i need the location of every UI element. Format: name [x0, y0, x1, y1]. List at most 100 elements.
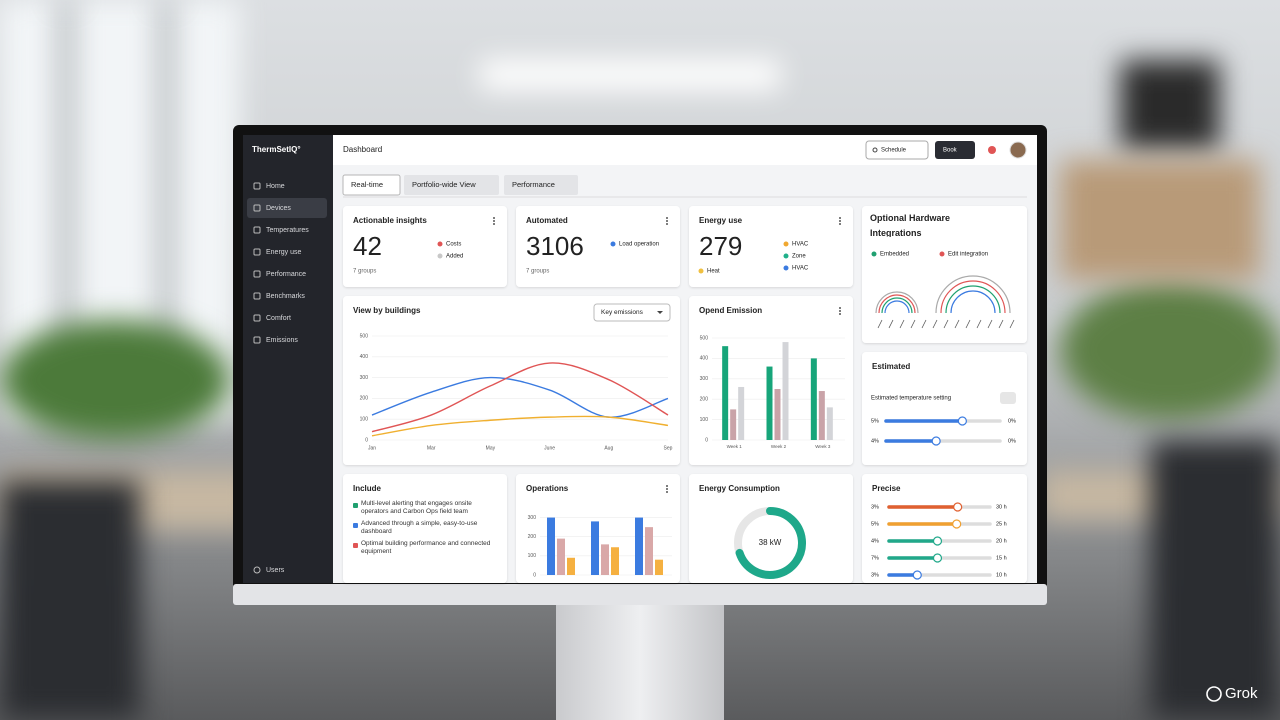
gauge-tick: [1009, 319, 1015, 329]
line-series: [371, 362, 669, 433]
nav-item[interactable]: Temperatures: [266, 227, 309, 234]
nav-item[interactable]: Emissions: [266, 337, 298, 344]
y-tick-label: 300: [528, 515, 537, 521]
card-menu[interactable]: [666, 223, 668, 225]
bar: [601, 544, 609, 575]
nav-item[interactable]: Home: [266, 183, 285, 190]
hardware-title: Optional Hardware Integrations: [870, 213, 951, 237]
card-menu[interactable]: [839, 217, 841, 219]
gauge-tick: [888, 319, 894, 329]
y-tick-label: 200: [528, 534, 537, 540]
y-tick-label: 0: [705, 437, 708, 443]
gauge-arc: [940, 280, 1006, 314]
bullet: [353, 543, 358, 548]
card-menu[interactable]: [493, 220, 495, 222]
legend-label: Heat: [707, 269, 720, 275]
tab[interactable]: [342, 174, 401, 196]
gauge-arc: [950, 290, 996, 314]
card-menu[interactable]: [666, 491, 668, 493]
card-menu[interactable]: [839, 220, 841, 222]
dropdown[interactable]: [593, 303, 671, 322]
card-menu[interactable]: [666, 488, 668, 490]
legend-dot: [783, 241, 789, 247]
button-text: Book: [943, 148, 958, 154]
search-icon: [872, 147, 878, 153]
y-tick-label: 0: [533, 572, 536, 578]
card-title: Precise: [872, 484, 901, 493]
nav-icon: [253, 314, 261, 322]
slider-knob[interactable]: [952, 519, 962, 529]
tab[interactable]: [504, 175, 578, 195]
gauge-arc: [875, 291, 919, 314]
legend-label: Embedded: [880, 252, 909, 258]
legend-dot: [698, 268, 704, 274]
card-menu[interactable]: [839, 310, 841, 312]
card-menu[interactable]: [493, 217, 495, 219]
y-tick-label: 300: [700, 376, 709, 382]
slider-end: 0%: [1008, 438, 1016, 444]
tab[interactable]: [404, 175, 499, 195]
nav-item[interactable]: Performance: [266, 271, 306, 278]
gauge-arc: [878, 294, 916, 314]
y-tick-label: 500: [700, 335, 709, 341]
brand: ThermSetIQ°: [252, 145, 301, 154]
card-title: Operations: [526, 484, 569, 493]
slider-knob[interactable]: [953, 502, 963, 512]
slider-knob[interactable]: [957, 416, 967, 426]
nav-item[interactable]: Benchmarks: [266, 293, 305, 300]
button[interactable]: [935, 141, 975, 159]
card-menu[interactable]: [839, 313, 841, 315]
avatar[interactable]: [1009, 141, 1027, 159]
y-tick-label: 0: [365, 437, 368, 443]
slider-knob[interactable]: [931, 436, 941, 446]
toggle[interactable]: [1000, 392, 1016, 404]
monitor-chin: [233, 584, 1047, 605]
card-menu[interactable]: [666, 485, 668, 487]
kpi-value: 279: [699, 231, 742, 261]
watermark: Grok: [1225, 685, 1258, 702]
bullet: [353, 523, 358, 528]
card-menu[interactable]: [493, 223, 495, 225]
slider-label: 5%: [871, 521, 879, 527]
watermark-icon: [1206, 686, 1222, 702]
nav-icon: [253, 182, 261, 190]
y-tick-label: 100: [360, 417, 369, 423]
tab-label: Real-time: [351, 180, 383, 189]
gauge-tick: [987, 319, 993, 329]
window-frame: [160, 0, 172, 420]
nav-item[interactable]: Comfort: [266, 315, 291, 322]
bar: [722, 346, 729, 440]
nav-item[interactable]: Energy use: [266, 249, 302, 256]
nav-icon: [253, 336, 261, 344]
card-title: Energy use: [699, 216, 743, 225]
legend-dot: [437, 253, 443, 259]
card-menu[interactable]: [839, 223, 841, 225]
slider-label: 3%: [871, 504, 879, 510]
nav-footer[interactable]: Users: [266, 567, 285, 574]
nav-item[interactable]: Devices: [266, 205, 291, 212]
estimated-card: [862, 352, 1027, 465]
notification[interactable]: [988, 146, 996, 154]
legend-label: Zone: [792, 254, 806, 260]
card-menu[interactable]: [839, 307, 841, 309]
card-menu[interactable]: [666, 220, 668, 222]
legend-label: HVAC: [792, 242, 809, 248]
tab-label: Performance: [512, 180, 555, 189]
slider-end: 15 h: [996, 555, 1007, 561]
gauge-tick: [921, 319, 927, 329]
legend-dot: [783, 253, 789, 259]
ring-value: [735, 507, 806, 579]
slider-label: 7%: [871, 555, 879, 561]
header: [333, 135, 1037, 165]
slider-knob[interactable]: [932, 536, 943, 546]
precise-card: [862, 474, 1027, 583]
slider-knob[interactable]: [912, 570, 922, 580]
gauge-tick: [954, 319, 960, 329]
search-box[interactable]: [865, 140, 929, 160]
card-title: View by buildings: [353, 306, 421, 315]
slider-knob[interactable]: [932, 553, 943, 563]
card-menu[interactable]: [666, 217, 668, 219]
slider-label: 5%: [871, 418, 879, 424]
